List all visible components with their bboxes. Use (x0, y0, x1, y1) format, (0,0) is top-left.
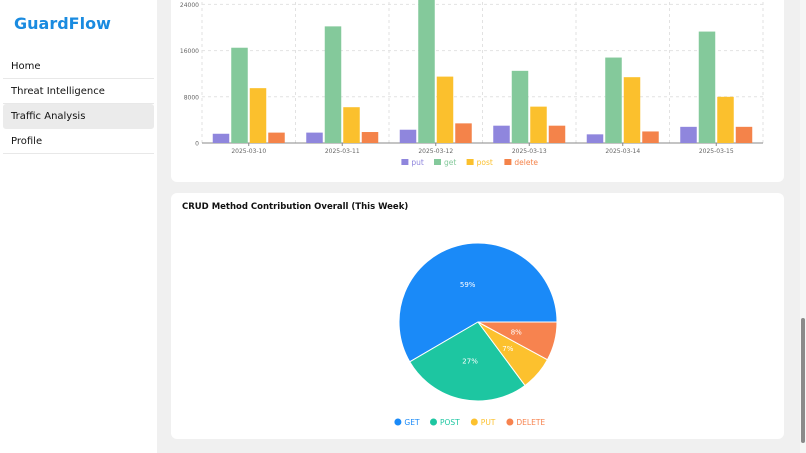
bar-get (418, 0, 435, 144)
x-tick-label: 2025-03-14 (605, 148, 640, 155)
sidebar-item-home[interactable]: Home (3, 54, 154, 79)
pie-label-delete: 8% (511, 329, 522, 337)
legend-dot-put (470, 418, 478, 426)
bar-delete (642, 131, 659, 143)
legend-label-get: get (444, 158, 456, 167)
crud-pie-chart-card: CRUD Method Contribution Overall (This W… (171, 193, 784, 439)
pie-slice-delete (477, 321, 558, 361)
bar-put (212, 133, 230, 143)
pie-slice-get (398, 242, 558, 363)
pie-label-get: 59% (460, 281, 476, 289)
bar-put (399, 129, 417, 143)
bar-post (717, 96, 734, 143)
y-tick-label: 24000 (180, 2, 199, 9)
bar-put (586, 134, 604, 143)
legend-swatch-get (434, 159, 441, 165)
pie-label-post: 27% (462, 358, 478, 366)
x-tick-label: 2025-03-11 (325, 148, 360, 155)
pie-chart-title: CRUD Method Contribution Overall (This W… (182, 202, 409, 212)
bar-delete (361, 132, 379, 143)
sidebar-item-threat-intelligence[interactable]: Threat Intelligence (3, 79, 154, 104)
pie-chart: 59% 27% 7% 8% GET POST PUT DELETE (394, 242, 558, 427)
bar-get (605, 57, 622, 143)
x-tick-label: 2025-03-12 (418, 148, 453, 155)
page-scrollbar-thumb[interactable] (801, 318, 805, 443)
legend-swatch-delete (504, 159, 512, 165)
bar-post (623, 77, 641, 143)
legend-label-post: POST (440, 418, 460, 427)
legend-dot-post (430, 418, 437, 426)
bar-chart: 0 8000 16000 24000 2025-03-10 2025-03-11 2025-… (180, 0, 764, 167)
bar-get (231, 47, 248, 143)
bar-delete (735, 126, 753, 143)
bar-post (249, 88, 267, 143)
bar-post (436, 76, 454, 143)
daily-method-bar-chart-card: 0 8000 16000 24000 2025-03-10 2025-03-11 2025-… (171, 0, 784, 182)
bar-post (343, 107, 360, 143)
bar-delete (455, 123, 472, 143)
legend-label-put: PUT (481, 418, 496, 427)
y-tick-label: 0 (195, 141, 199, 148)
bar-get (511, 70, 529, 143)
y-tick-label: 8000 (184, 94, 199, 101)
bar-post (530, 106, 547, 143)
legend-dot-delete (506, 418, 514, 426)
legend-swatch-post (466, 159, 474, 165)
bar-put (306, 132, 323, 143)
bar-delete (268, 132, 285, 143)
legend-label-delete: delete (514, 158, 538, 167)
bar-put (680, 126, 697, 143)
y-tick-label: 16000 (180, 48, 199, 55)
bar-delete (548, 125, 566, 143)
bar-get (698, 31, 716, 144)
bar-get (324, 26, 342, 144)
sidebar: GuardFlow Home Threat Intelligence Traff… (0, 0, 157, 453)
pie-slice-post (409, 321, 526, 402)
legend-label-put: put (411, 158, 424, 167)
legend-dot-get (394, 418, 402, 426)
legend-swatch-put (401, 159, 409, 165)
sidebar-item-profile[interactable]: Profile (3, 129, 154, 154)
sidebar-nav: Home Threat Intelligence Traffic Analysi… (3, 54, 154, 154)
pie-label-put: 7% (502, 345, 513, 353)
legend-label-delete: DELETE (516, 418, 545, 427)
x-tick-label: 2025-03-13 (512, 148, 547, 155)
sidebar-item-traffic-analysis[interactable]: Traffic Analysis (3, 104, 154, 129)
legend-label-get: GET (404, 418, 420, 427)
legend-label-post: post (477, 158, 493, 167)
x-tick-label: 2025-03-15 (699, 148, 734, 155)
brand-logo[interactable]: GuardFlow (14, 14, 111, 33)
page-scrollbar-track[interactable] (800, 0, 806, 453)
x-tick-label: 2025-03-10 (231, 148, 266, 155)
bar-put (493, 125, 510, 143)
